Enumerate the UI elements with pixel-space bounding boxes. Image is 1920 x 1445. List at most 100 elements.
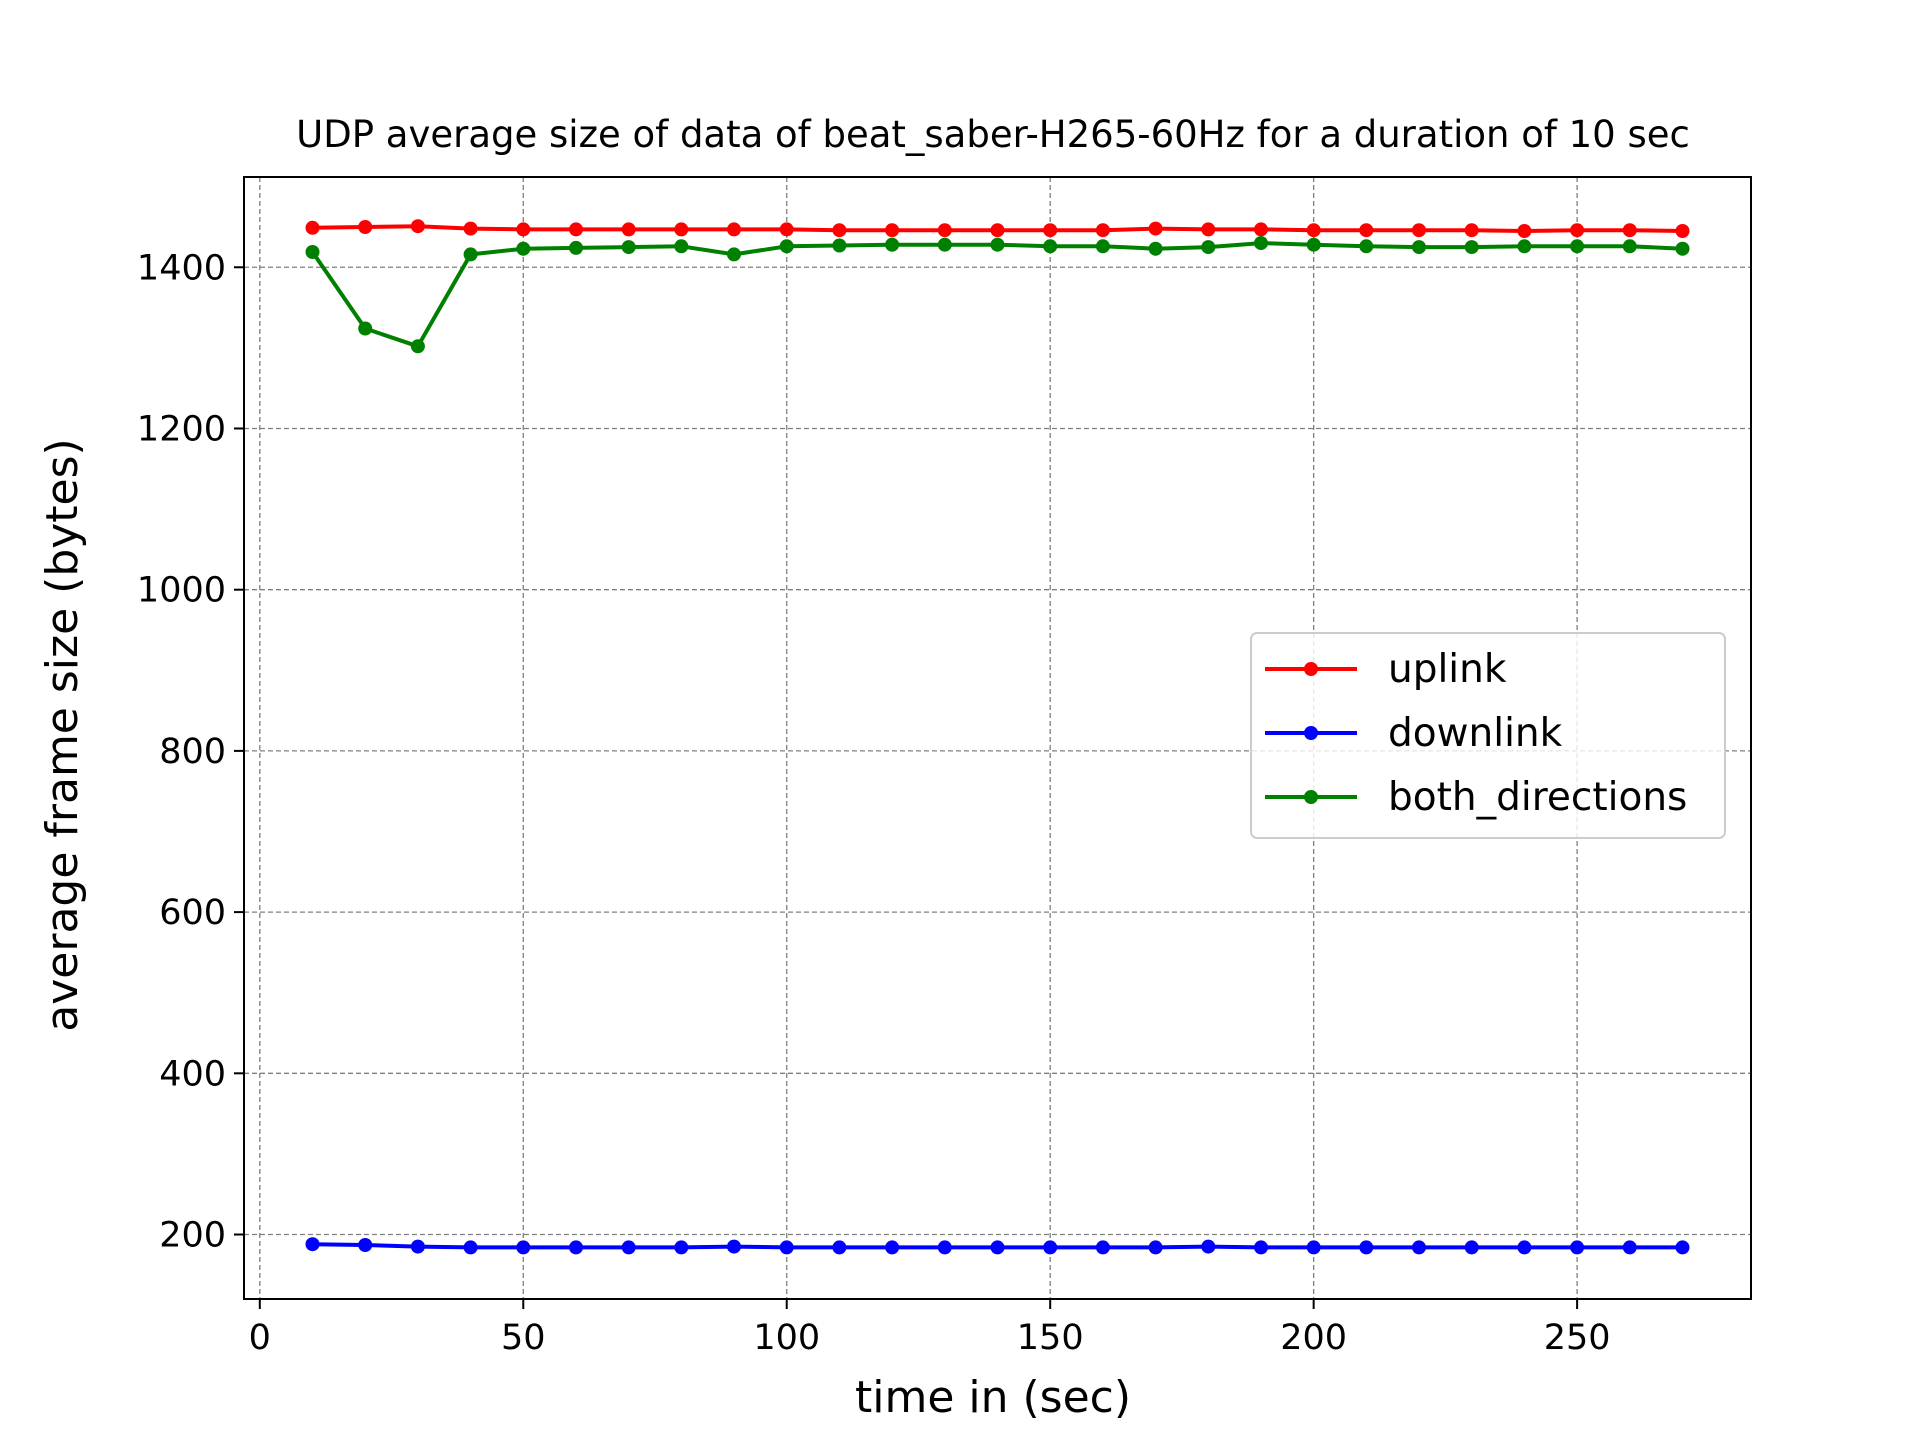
uplink-point — [1201, 222, 1216, 237]
both_directions-point — [727, 247, 741, 262]
downlink-point — [569, 1240, 583, 1255]
both_directions-point — [674, 239, 689, 254]
uplink-point — [621, 222, 636, 237]
legend-label: downlink — [1388, 711, 1563, 756]
legend-marker — [1304, 790, 1318, 804]
uplink-point — [779, 222, 794, 237]
uplink-point — [674, 222, 689, 237]
uplink-point — [727, 222, 741, 237]
legend-box — [1250, 632, 1726, 839]
legend-marker — [1304, 726, 1318, 740]
uplink-point — [1412, 223, 1426, 238]
both_directions-point — [463, 247, 478, 262]
chart-title: UDP average size of data of beat_saber-H… — [296, 113, 1690, 156]
downlink-point — [1412, 1240, 1426, 1255]
downlink-point — [1043, 1240, 1058, 1255]
downlink-point — [1570, 1240, 1585, 1255]
y-tick-label: 1400 — [137, 248, 226, 288]
uplink-point — [1095, 223, 1110, 238]
y-tick-label: 600 — [159, 893, 226, 933]
both_directions-point — [621, 240, 636, 255]
uplink-point — [516, 222, 531, 237]
y-tick-label: 1000 — [137, 571, 226, 611]
downlink-point — [937, 1240, 952, 1255]
uplink-point — [463, 221, 478, 236]
downlink-point — [305, 1237, 320, 1252]
downlink-point — [885, 1240, 900, 1255]
both_directions-point — [1570, 239, 1585, 254]
downlink-point — [463, 1240, 478, 1255]
series-layer — [305, 219, 1690, 1255]
both_directions-point — [1148, 241, 1163, 256]
uplink-point — [1517, 224, 1532, 238]
uplink-point — [1570, 223, 1585, 238]
downlink-point — [832, 1240, 847, 1255]
uplink-point — [410, 219, 425, 234]
y-axis-label: average frame size (bytes) — [37, 438, 88, 1031]
x-tick-label: 250 — [1544, 1318, 1611, 1358]
x-axis-label: time in (sec) — [855, 1372, 1131, 1423]
downlink-point — [1095, 1240, 1110, 1255]
downlink-point — [727, 1239, 741, 1254]
legend: uplink downlink both_directions — [1250, 632, 1726, 839]
both_directions-point — [1622, 239, 1637, 254]
both_directions-point — [885, 237, 900, 252]
downlink-point — [621, 1240, 636, 1255]
uplink-point — [358, 220, 373, 234]
downlink-point — [779, 1240, 794, 1255]
plot-frame — [243, 176, 1752, 1300]
both_directions-point — [990, 237, 1005, 252]
downlink-point — [1359, 1240, 1374, 1255]
uplink-point — [1148, 221, 1163, 236]
x-tick-label: 150 — [1017, 1318, 1084, 1358]
y-tick-label: 800 — [159, 732, 226, 772]
uplink-point — [305, 220, 320, 235]
both_directions-point — [1254, 236, 1268, 251]
legend-marker — [1304, 662, 1318, 676]
downlink-point — [1148, 1240, 1163, 1255]
both_directions-point — [937, 237, 952, 252]
uplink-point — [1675, 224, 1690, 238]
y-tick-label: 1200 — [137, 409, 226, 449]
both_directions-point — [516, 241, 531, 256]
uplink-point — [885, 223, 900, 238]
uplink-point — [1043, 223, 1058, 238]
downlink-point — [1517, 1240, 1532, 1255]
both_directions-point — [1464, 240, 1479, 255]
both_directions-point — [410, 339, 425, 354]
uplink-point — [1622, 223, 1637, 238]
both_directions-point — [1201, 240, 1216, 255]
series-uplink — [305, 219, 1690, 238]
uplink-point — [1359, 223, 1374, 238]
downlink-point — [358, 1238, 373, 1252]
both_directions-point — [1306, 237, 1321, 252]
both_directions-point — [1675, 241, 1690, 256]
downlink-point — [1306, 1240, 1321, 1255]
downlink-point — [1622, 1240, 1637, 1255]
x-tick-label: 50 — [501, 1318, 546, 1358]
uplink-point — [832, 223, 847, 238]
both_directions-point — [779, 239, 794, 254]
legend-label: both_directions — [1388, 775, 1687, 820]
both_directions-point — [1412, 240, 1426, 255]
axis-ticks: 0 50 100 150 200 250 200 400 600 800 1000 1200 1400 — [137, 248, 1611, 1358]
uplink-point — [1464, 223, 1479, 238]
y-tick-label: 200 — [159, 1216, 226, 1256]
downlink-point — [1201, 1239, 1216, 1254]
legend-item-both_directions: both_directions — [1265, 775, 1687, 820]
both_directions-point — [358, 321, 373, 336]
uplink-point — [1306, 223, 1321, 238]
legend-item-downlink: downlink — [1265, 711, 1563, 756]
both_directions-point — [1359, 239, 1374, 254]
uplink-point — [1254, 222, 1268, 237]
both_directions-point — [305, 245, 320, 259]
downlink-point — [1254, 1240, 1268, 1255]
both_directions-point — [832, 238, 847, 253]
x-tick-label: 200 — [1280, 1318, 1347, 1358]
downlink-point — [410, 1239, 425, 1254]
uplink-point — [990, 223, 1005, 238]
uplink-point — [937, 223, 952, 238]
series-both_directions — [305, 236, 1690, 354]
series-downlink — [305, 1237, 1690, 1255]
